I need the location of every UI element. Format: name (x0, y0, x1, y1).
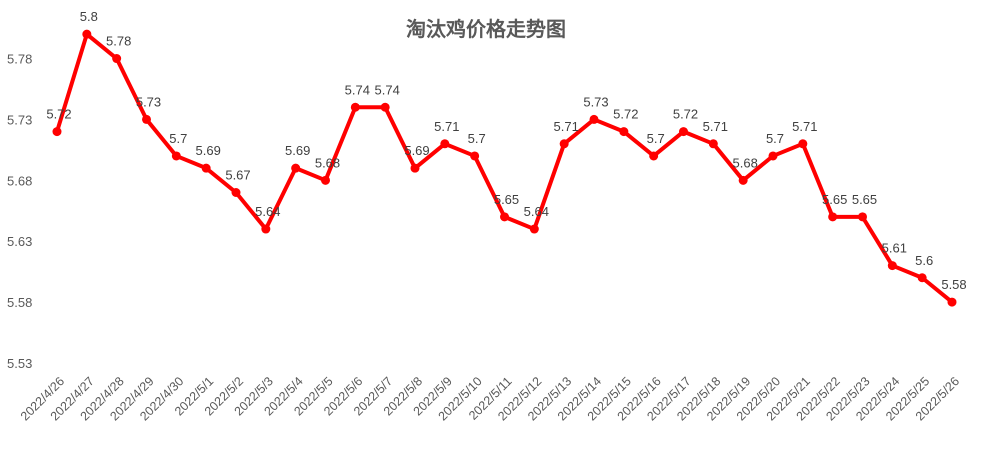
data-label: 5.72 (46, 107, 71, 122)
y-axis-ticks: 5.53 5.58 5.63 5.68 5.73 5.78 (7, 52, 32, 371)
series-line (55, 32, 954, 305)
data-label: 5.64 (255, 204, 280, 219)
data-point (261, 224, 271, 234)
x-axis-ticks: 2022/4/262022/4/272022/4/282022/4/292022… (18, 374, 962, 423)
data-label: 5.69 (285, 143, 310, 158)
y-tick-label: 5.68 (7, 173, 32, 188)
data-point (619, 127, 629, 137)
y-tick-label: 5.63 (7, 234, 32, 249)
data-point (858, 212, 867, 222)
data-point (171, 151, 181, 161)
series-layer (52, 29, 957, 307)
data-label: 5.68 (733, 155, 758, 170)
data-label: 5.6 (915, 253, 933, 268)
data-point (410, 163, 420, 173)
data-point (917, 273, 927, 283)
data-label: 5.73 (136, 94, 161, 109)
data-label: 5.65 (494, 192, 519, 207)
data-point (112, 54, 122, 64)
y-tick-label: 5.73 (7, 112, 32, 127)
data-label: 5.65 (822, 192, 847, 207)
data-point (350, 102, 360, 112)
chart-title: 淘汰鸡价格走势图 (406, 17, 566, 41)
data-point (231, 188, 241, 197)
data-point (201, 163, 211, 173)
data-point (321, 175, 330, 185)
data-label: 5.64 (524, 204, 549, 219)
data-point (947, 297, 957, 307)
data-label: 5.7 (766, 131, 784, 146)
data-point (798, 139, 808, 149)
data-label: 5.68 (315, 155, 340, 170)
y-tick-label: 5.78 (7, 52, 32, 67)
data-label: 5.7 (169, 131, 187, 146)
data-point (708, 139, 718, 149)
data-label: 5.72 (613, 107, 638, 122)
data-label: 5.69 (404, 143, 429, 158)
data-point (649, 151, 659, 161)
data-point (887, 261, 897, 271)
data-point (768, 151, 778, 161)
data-point (529, 224, 539, 234)
data-label: 5.72 (673, 107, 698, 122)
data-label: 5.71 (792, 119, 817, 134)
data-label: 5.61 (882, 241, 907, 256)
data-point (440, 139, 450, 149)
data-label: 5.8 (80, 9, 98, 24)
data-label: 5.71 (554, 119, 579, 134)
data-label: 5.73 (583, 94, 608, 109)
data-label: 5.69 (196, 143, 221, 158)
data-point (589, 114, 599, 124)
data-point (82, 29, 92, 39)
data-point (828, 212, 838, 222)
data-label: 5.7 (647, 131, 665, 146)
data-point (738, 175, 748, 185)
y-tick-label: 5.53 (7, 356, 32, 371)
data-label: 5.67 (225, 168, 250, 183)
data-point (291, 163, 301, 173)
data-point (679, 127, 688, 137)
data-point (500, 212, 509, 222)
data-label: 5.78 (106, 34, 131, 49)
data-point (380, 102, 390, 112)
data-point (470, 151, 480, 161)
data-point (142, 114, 151, 124)
data-label: 5.74 (345, 82, 370, 97)
data-label: 5.74 (375, 82, 400, 97)
data-label: 5.7 (468, 131, 486, 146)
data-label: 5.71 (703, 119, 728, 134)
data-label: 5.71 (434, 119, 459, 134)
y-tick-label: 5.58 (7, 295, 32, 310)
data-labels: 5.72 5.8 5.78 5.73 5.7 5.69 5.67 5.64 5.69 5.68 5.… (46, 9, 966, 292)
data-label: 5.65 (852, 192, 877, 207)
data-label: 5.58 (941, 277, 966, 292)
data-point (559, 139, 569, 149)
data-point (52, 127, 62, 137)
